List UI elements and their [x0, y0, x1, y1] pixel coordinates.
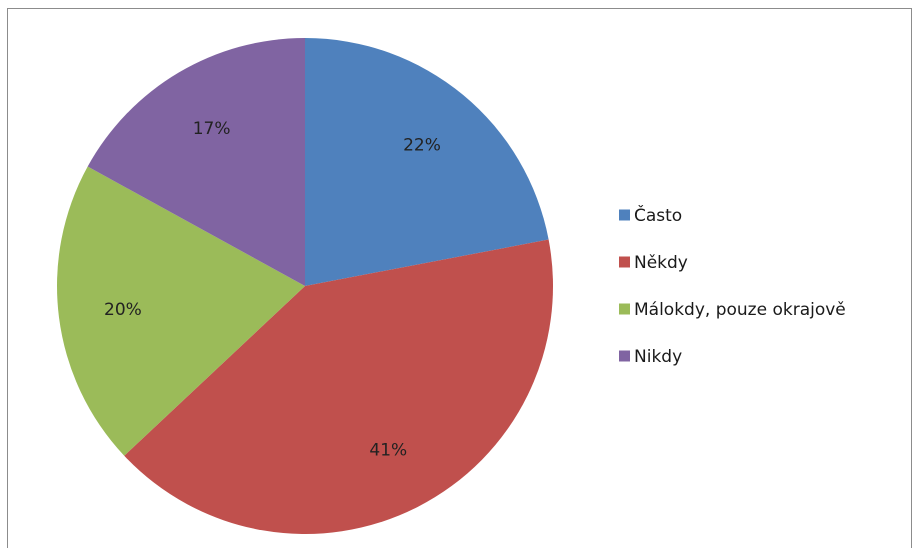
- legend-label: Někdy: [634, 253, 688, 273]
- pie-data-label: 22%: [403, 136, 441, 156]
- legend-label: Často: [634, 204, 682, 226]
- chart-legend: Často Někdy Málokdy, pouze okrajově Nikdy: [619, 204, 846, 367]
- pie-slice: [124, 239, 554, 535]
- pie-slice: [305, 38, 549, 286]
- legend-swatch: [619, 303, 630, 315]
- pie-slices: [57, 38, 554, 535]
- legend-label: Málokdy, pouze okrajově: [634, 300, 846, 320]
- pie-data-label: 20%: [104, 300, 142, 320]
- pie-data-label: 17%: [193, 119, 231, 139]
- legend-label: Nikdy: [634, 347, 682, 367]
- pie-slice: [57, 166, 306, 456]
- legend-swatch: [619, 209, 630, 221]
- pie-data-labels: 22% 41% 20% 17%: [104, 119, 441, 461]
- pie-slice: [87, 38, 306, 286]
- pie-data-label: 41%: [369, 441, 407, 461]
- legend-swatch: [619, 350, 630, 362]
- legend-swatch: [619, 256, 630, 268]
